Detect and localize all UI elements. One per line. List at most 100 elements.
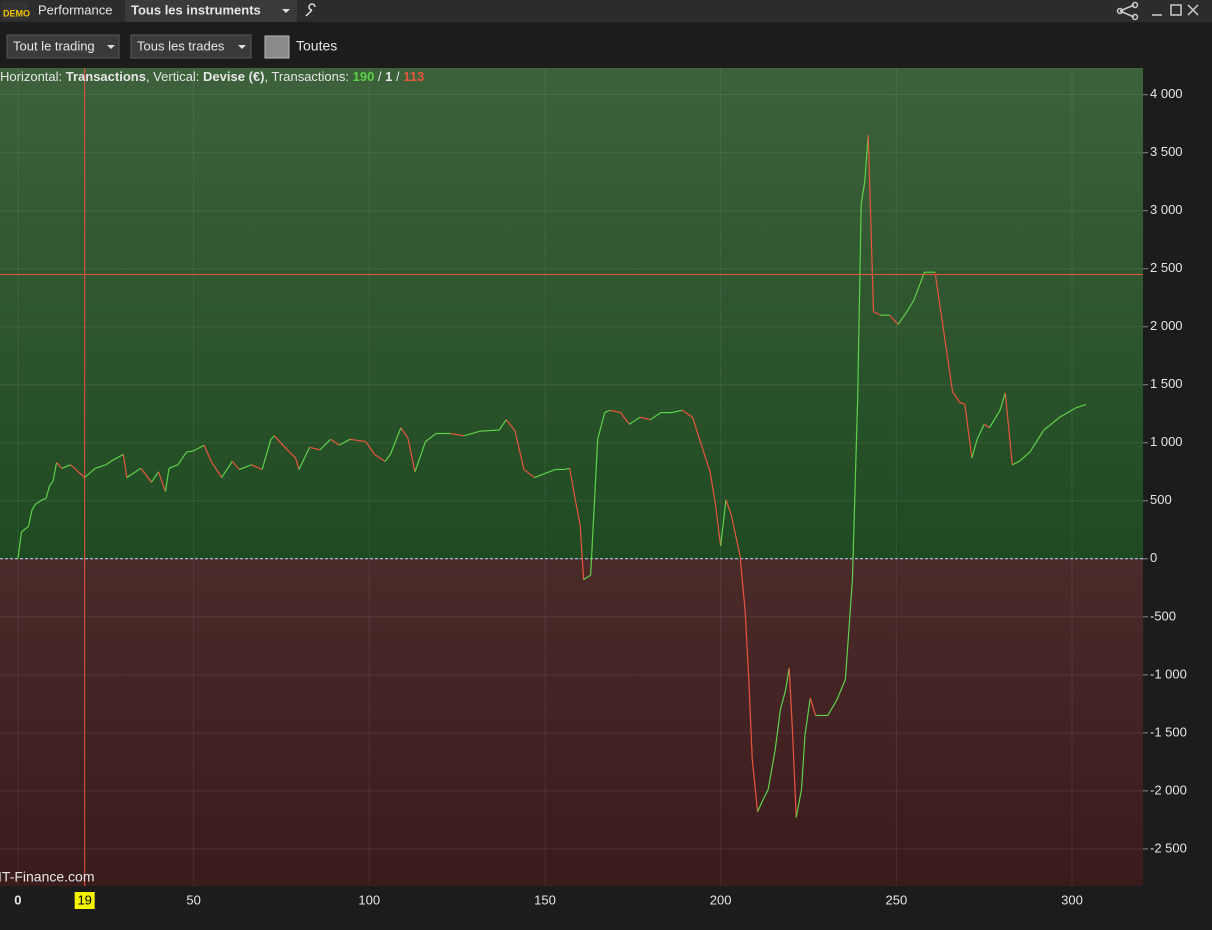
info-even: 1 [385, 69, 392, 84]
equity-segment [1043, 416, 1061, 431]
x-tick-label: 50 [186, 892, 200, 907]
equity-segment [514, 431, 525, 470]
info-part: / [392, 69, 403, 84]
equity-segment [203, 444, 212, 462]
equity-segment [699, 439, 711, 472]
equity-segment [628, 416, 641, 425]
equity-segment [319, 438, 332, 451]
equity-segment [463, 430, 481, 437]
equity-segment [906, 299, 915, 312]
trading-select[interactable] [6, 34, 120, 59]
equity-segment [349, 438, 366, 443]
equity-segment [140, 467, 152, 483]
equity-segment [505, 419, 516, 432]
equity-segment [691, 417, 701, 440]
equity-segment [590, 439, 599, 576]
calendar-icon[interactable] [264, 35, 290, 59]
equity-segment [389, 427, 402, 455]
equity-segment [186, 450, 194, 453]
equity-segment [21, 525, 29, 533]
instrument-label: Tous les instruments [131, 2, 261, 17]
y-tick-label: 2 500 [1150, 260, 1183, 275]
equity-segment [425, 433, 437, 443]
equity-segment [35, 499, 43, 505]
equity-segment [779, 689, 787, 710]
equity-segment [583, 574, 591, 581]
x-tick-label: 0 [14, 892, 21, 907]
equity-segment [809, 697, 817, 716]
equity-segment [867, 135, 875, 312]
x-tick-label: 200 [710, 892, 732, 907]
equity-segment [851, 397, 859, 580]
equity-segment [400, 427, 409, 439]
y-tick-label: 1 000 [1150, 434, 1183, 449]
equity-segment [959, 401, 966, 406]
plot-area [0, 68, 1143, 886]
instrument-select[interactable] [125, 0, 297, 22]
dropdown-arrow [107, 45, 115, 49]
info-part: / [374, 69, 385, 84]
equity-segment [294, 457, 300, 470]
equity-segment [999, 392, 1006, 411]
info-wins: 190 [353, 69, 375, 84]
equity-segment [534, 468, 556, 479]
equity-segment [844, 579, 854, 680]
equity-segment [785, 667, 790, 691]
equity-segment [568, 468, 572, 478]
equity-segment [720, 499, 727, 547]
equity-segment [330, 438, 340, 446]
y-tick-label: 4 000 [1150, 86, 1183, 101]
equity-segment [757, 799, 764, 812]
y-tick-label: 500 [1150, 492, 1172, 507]
equity-segment [1075, 403, 1087, 409]
x-tick-label: 300 [1061, 892, 1083, 907]
tab[interactable]: Performance [38, 2, 112, 17]
equity-segment [365, 441, 376, 455]
trades-select[interactable] [130, 34, 252, 59]
equity-segment [836, 679, 846, 701]
equity-segment [523, 468, 535, 479]
equity-segment [27, 509, 33, 527]
equity-segment [888, 314, 899, 325]
cursor-x-label: 19 [77, 892, 91, 907]
equity-segment [251, 464, 263, 471]
y-tick-label: 0 [1150, 550, 1157, 565]
equity-segment [273, 435, 286, 448]
y-tick-label: -1 000 [1150, 666, 1187, 681]
equity-segment [193, 444, 205, 452]
equity-segment [270, 435, 275, 440]
x-tick-label: 250 [885, 892, 907, 907]
equity-segment [744, 612, 750, 680]
equity-segment [479, 429, 500, 432]
equity-segment [122, 454, 128, 478]
equity-segment [767, 750, 776, 790]
equity-segment [105, 459, 114, 466]
watermark: IT-Finance.com [0, 869, 94, 885]
equity-segment [570, 477, 576, 498]
negative-zone [0, 558, 1143, 886]
info-part: Horizontal: [0, 69, 66, 84]
equity-segment [564, 467, 570, 471]
equity-segment [952, 391, 961, 403]
equity-segment [309, 446, 321, 451]
equity-segment [983, 423, 990, 429]
window-controls[interactable] [1116, 1, 1199, 21]
equity-segment [1059, 407, 1076, 418]
y-tick-label: 2 000 [1150, 318, 1183, 333]
equity-segment [31, 503, 37, 511]
equity-segment [725, 499, 732, 515]
wrench-icon[interactable] [305, 3, 316, 17]
y-tick-label: -2 500 [1150, 840, 1187, 855]
equity-segment [714, 504, 722, 547]
equity-segment [971, 439, 978, 459]
equity-segment [609, 409, 621, 414]
info-part: Transactions [66, 69, 146, 84]
equity-segment [112, 453, 124, 461]
equity-segment [650, 412, 662, 421]
equity-segment [52, 462, 58, 482]
trades-label: Tous les trades [137, 38, 225, 53]
y-tick-label: 3 000 [1150, 202, 1183, 217]
equity-segment [1029, 429, 1045, 453]
equity-segment [210, 461, 223, 478]
